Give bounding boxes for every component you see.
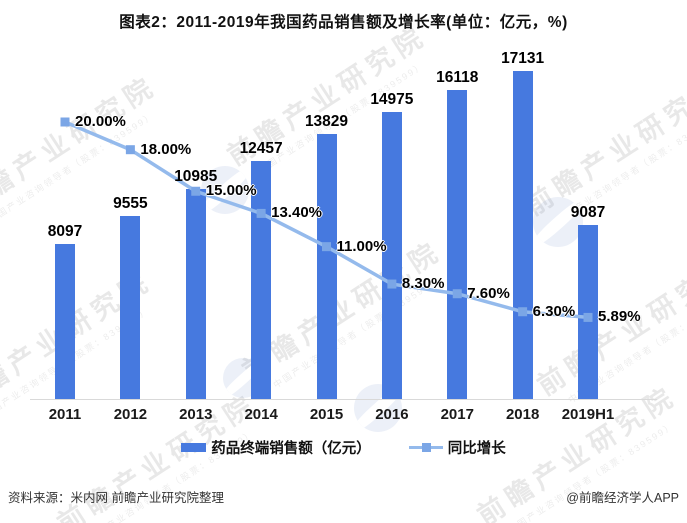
bar-value-label: 14975	[370, 91, 414, 108]
x-tick-2014: 2014	[244, 406, 278, 423]
line-series-swatch-icon	[408, 443, 443, 452]
x-tick-2016: 2016	[375, 406, 409, 423]
x-tick-2017: 2017	[440, 406, 474, 423]
x-axis-line	[30, 399, 657, 400]
bar-value-label: 9555	[113, 195, 148, 212]
credit-note: @前瞻经济学人APP	[566, 491, 679, 505]
bar-2013	[185, 189, 206, 399]
bar-value-label: 13829	[304, 113, 349, 130]
chart-title: 图表2：2011-2019年我国药品销售额及增长率(单位：亿元，%)	[119, 14, 568, 31]
legend-label-growth: 同比增长	[447, 441, 506, 457]
watermark-text: 前瞻产业研究院 中国产业咨询领导者（股票：839599）	[0, 265, 158, 421]
growth-value-label: 5.89%	[598, 308, 641, 326]
bar-series-swatch-icon	[181, 443, 207, 452]
footer: 资料来源：米内网 前瞻产业研究院整理 @前瞻经济学人APP	[8, 487, 679, 506]
legend-label-sales: 药品终端销售额（亿元）	[211, 441, 371, 457]
growth-value-label: 15.00%	[205, 182, 257, 200]
source-note: 资料来源：米内网 前瞻产业研究院整理	[8, 491, 224, 505]
growth-value-label: 6.30%	[532, 302, 576, 320]
growth-line-marker	[125, 145, 135, 155]
x-tick-2012: 2012	[113, 406, 148, 423]
bar-2012	[120, 216, 141, 399]
bar-2017	[447, 90, 468, 399]
growth-value-label: 20.00%	[75, 113, 126, 130]
growth-value-label: 11.00%	[336, 237, 387, 255]
bar-value-label: 8097	[47, 223, 83, 240]
bar-2019H1	[578, 225, 598, 399]
x-tick-2019H1: 2019H1	[561, 406, 615, 423]
bar-value-label: 12457	[239, 140, 283, 157]
growth-value-label: 18.00%	[140, 140, 192, 158]
bar-2018	[512, 71, 533, 399]
legend-item-sales: 药品终端销售额（亿元）	[181, 437, 371, 458]
x-tick-2018: 2018	[505, 406, 540, 423]
growth-value-label: 13.40%	[271, 204, 322, 222]
bar-2015	[316, 134, 337, 399]
bar-value-label: 10985	[174, 168, 218, 185]
watermark-text: 前瞻产业研究院 中国产业咨询领导者（股票：839599）	[532, 250, 687, 406]
growth-line-marker	[60, 117, 70, 127]
growth-value-label: 7.60%	[467, 284, 510, 302]
legend: 药品终端销售额（亿元） 同比增长	[0, 437, 687, 458]
x-tick-2011: 2011	[48, 406, 82, 423]
legend-item-growth: 同比增长	[408, 437, 506, 458]
bar-2011	[55, 244, 75, 399]
x-tick-2015: 2015	[309, 406, 344, 423]
x-tick-2013: 2013	[179, 406, 213, 423]
bar-value-label: 16118	[436, 69, 479, 86]
bar-value-label: 9087	[570, 204, 606, 221]
bar-value-label: 17131	[501, 50, 545, 67]
growth-value-label: 8.30%	[401, 275, 445, 293]
